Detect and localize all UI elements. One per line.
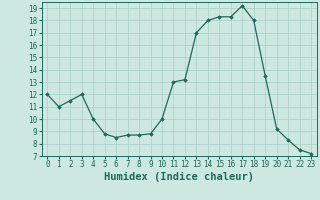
X-axis label: Humidex (Indice chaleur): Humidex (Indice chaleur)	[104, 172, 254, 182]
